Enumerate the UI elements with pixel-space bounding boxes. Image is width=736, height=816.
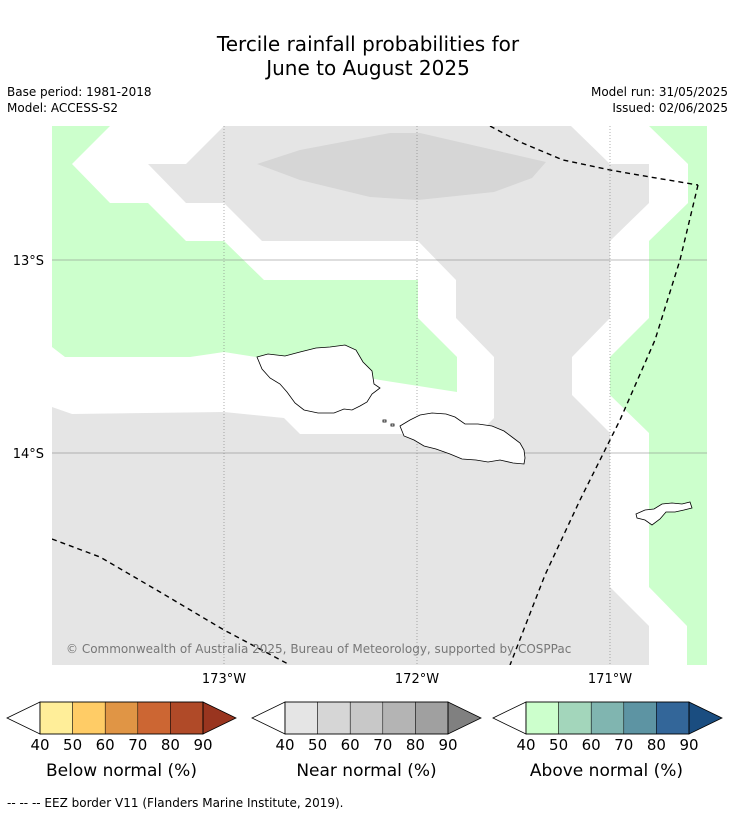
probability-field bbox=[52, 126, 707, 665]
below-colorbar-segment-80 bbox=[170, 701, 204, 735]
near-colorbar-segment-40 bbox=[284, 701, 318, 735]
below-normal-colorbar: 40 50 60 70 80 90 bbox=[6, 701, 237, 754]
below-colorbar-tick-80: 80 bbox=[161, 736, 180, 754]
base-period-label: Base period: 1981-2018 bbox=[7, 85, 152, 99]
below-normal-colorbar-title: Below normal (%) bbox=[46, 761, 197, 781]
near-colorbar-tick-70: 70 bbox=[373, 736, 392, 754]
coastlines bbox=[256, 344, 693, 526]
near-colorbar-tick-60: 60 bbox=[341, 736, 360, 754]
above-colorbar-tick-60: 60 bbox=[582, 736, 601, 754]
above-colorbar-under-triangle bbox=[492, 701, 527, 735]
below-colorbar-under-triangle bbox=[6, 701, 41, 735]
colorbar-legends: 40 50 60 70 80 90 40 50 60 70 80 90 40 50 60 70 80 90 bbox=[6, 701, 723, 754]
above-colorbar-segment-60 bbox=[590, 701, 625, 735]
near-normal-40-50-region bbox=[52, 126, 649, 665]
below-colorbar-over-triangle bbox=[202, 701, 237, 735]
near-normal-colorbar: 40 50 60 70 80 90 bbox=[251, 701, 482, 754]
near-colorbar-segment-50 bbox=[317, 701, 351, 735]
copyright-notice: © Commonwealth of Australia 2025, Bureau… bbox=[66, 642, 571, 656]
above-colorbar-segment-50 bbox=[558, 701, 592, 735]
tick-labels: 13°S 14°S 173°W 172°W 171°W bbox=[13, 254, 633, 687]
gridlines bbox=[52, 126, 707, 665]
near-colorbar-tick-90: 90 bbox=[438, 736, 457, 754]
above-colorbar-tick-50: 50 bbox=[549, 736, 568, 754]
near-colorbar-segment-70 bbox=[382, 701, 416, 735]
below-colorbar-segment-40 bbox=[39, 701, 73, 735]
lon-tick-173w: 173°W bbox=[202, 672, 246, 687]
manono-island bbox=[382, 419, 387, 423]
above-normal-colorbar: 40 50 60 70 80 90 bbox=[492, 701, 723, 754]
map-title-line-2: June to August 2025 bbox=[266, 56, 470, 80]
near-colorbar-tick-50: 50 bbox=[308, 736, 327, 754]
below-colorbar-outline bbox=[39, 701, 204, 735]
issued-label: Issued: 02/06/2025 bbox=[612, 101, 728, 115]
near-normal-50-60-region bbox=[257, 133, 546, 200]
above-colorbar-tick-40: 40 bbox=[516, 736, 535, 754]
below-colorbar-segment-50 bbox=[72, 701, 106, 735]
above-colorbar-segment-40 bbox=[525, 701, 559, 735]
apolima-island bbox=[390, 423, 395, 427]
near-normal-colorbar-title: Near normal (%) bbox=[296, 761, 437, 781]
eez-border-southwest bbox=[52, 538, 291, 665]
near-colorbar-segment-80 bbox=[415, 701, 449, 735]
above-colorbar-tick-80: 80 bbox=[647, 736, 666, 754]
below-colorbar-tick-40: 40 bbox=[30, 736, 49, 754]
above-colorbar-outline bbox=[525, 701, 690, 735]
below-colorbar-tick-90: 90 bbox=[193, 736, 212, 754]
above-colorbar-tick-70: 70 bbox=[614, 736, 633, 754]
below-colorbar-tick-70: 70 bbox=[128, 736, 147, 754]
upolu-island bbox=[399, 412, 526, 465]
near-colorbar-tick-80: 80 bbox=[406, 736, 425, 754]
below-colorbar-segment-70 bbox=[137, 701, 171, 735]
near-colorbar-segment-60 bbox=[349, 701, 384, 735]
eez-border bbox=[52, 126, 699, 665]
above-normal-40-50-region-east bbox=[610, 126, 707, 665]
lon-tick-172w: 172°W bbox=[395, 672, 439, 687]
near-colorbar-tick-40: 40 bbox=[275, 736, 294, 754]
model-run-label: Model run: 31/05/2025 bbox=[590, 85, 728, 99]
lon-tick-171w: 171°W bbox=[588, 672, 632, 687]
above-normal-colorbar-title: Above normal (%) bbox=[529, 761, 684, 781]
map-title-line-1: Tercile rainfall probabilities for bbox=[216, 32, 520, 56]
lat-tick-13s: 13°S bbox=[13, 254, 44, 269]
above-colorbar-segment-80 bbox=[656, 701, 690, 735]
eez-border-north bbox=[489, 126, 699, 186]
below-colorbar-tick-60: 60 bbox=[96, 736, 115, 754]
savaii-island bbox=[256, 344, 381, 414]
below-colorbar-segment-60 bbox=[104, 701, 139, 735]
near-colorbar-outline bbox=[284, 701, 449, 735]
above-normal-40-50-region-west bbox=[52, 126, 457, 392]
eez-border-footnote: -- -- -- EEZ border V11 (Flanders Marine… bbox=[7, 796, 344, 810]
near-colorbar-under-triangle bbox=[251, 701, 286, 735]
model-label: Model: ACCESS-S2 bbox=[7, 101, 119, 115]
near-colorbar-over-triangle bbox=[447, 701, 482, 735]
lat-tick-14s: 14°S bbox=[13, 447, 44, 462]
above-colorbar-segment-70 bbox=[623, 701, 657, 735]
above-colorbar-over-triangle bbox=[688, 701, 723, 735]
above-colorbar-tick-90: 90 bbox=[679, 736, 698, 754]
tutuila-island bbox=[635, 501, 693, 526]
below-colorbar-tick-50: 50 bbox=[63, 736, 82, 754]
